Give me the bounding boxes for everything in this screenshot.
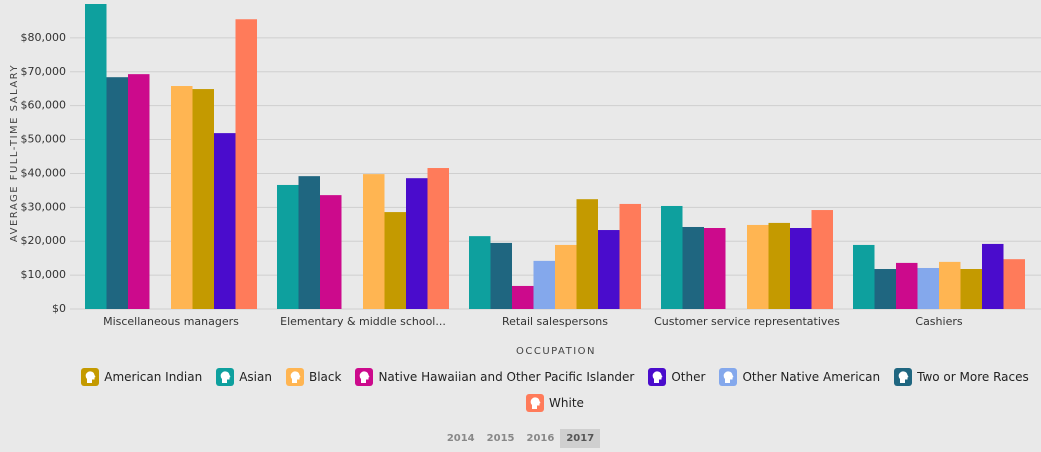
bar bbox=[896, 262, 918, 309]
bar bbox=[917, 267, 939, 309]
legend-icon bbox=[648, 368, 667, 386]
legend-label: American Indian bbox=[104, 370, 203, 384]
bar bbox=[682, 226, 704, 309]
legend-head-icon bbox=[898, 371, 909, 383]
bar bbox=[661, 205, 683, 309]
legend-item[interactable]: Native Hawaiian and Other Pacific Island… bbox=[355, 366, 634, 388]
year-button[interactable]: 2014 bbox=[446, 433, 475, 444]
y-tick-label: $80,000 bbox=[21, 31, 67, 44]
bar bbox=[576, 199, 598, 309]
legend-label: Black bbox=[308, 370, 342, 384]
bar bbox=[320, 195, 342, 309]
legend-icon bbox=[81, 368, 100, 386]
bar bbox=[106, 77, 128, 309]
legend-head-icon bbox=[85, 371, 96, 383]
legend-head-icon bbox=[220, 371, 231, 383]
bar bbox=[790, 228, 812, 309]
year-button[interactable]: 2015 bbox=[486, 433, 515, 444]
x-axis-title: OCCUPATION bbox=[516, 346, 596, 357]
chart: AVERAGE FULL-TIME SALARY OCCUPATION $0 $1… bbox=[9, 4, 1041, 357]
bar bbox=[427, 168, 449, 309]
bar bbox=[128, 74, 150, 310]
legend-item[interactable]: White bbox=[526, 392, 584, 414]
legend-icon bbox=[355, 368, 374, 386]
bar bbox=[192, 89, 214, 309]
legend-icon bbox=[719, 368, 738, 386]
x-tick-label: Elementary & middle school... bbox=[280, 315, 446, 328]
legend-label: Asian bbox=[239, 370, 272, 384]
legend-label: Other bbox=[671, 370, 706, 384]
bar bbox=[747, 224, 769, 309]
y-tick-label: $50,000 bbox=[21, 133, 67, 146]
x-tick-label: Miscellaneous managers bbox=[103, 315, 239, 328]
legend-item[interactable]: Two or More Races bbox=[894, 366, 1029, 388]
legend-icon bbox=[526, 394, 545, 412]
y-tick-label: $20,000 bbox=[21, 234, 67, 247]
legend-head-icon bbox=[653, 371, 663, 383]
legend-label: White bbox=[549, 396, 584, 410]
legend-item[interactable]: Other bbox=[648, 366, 705, 388]
y-tick-label: $40,000 bbox=[21, 166, 67, 179]
y-axis-title: AVERAGE FULL-TIME SALARY bbox=[9, 64, 20, 242]
legend: American Indian Asian Black Native Hawaiian… bbox=[80, 366, 1030, 414]
year-button[interactable]: 2017 bbox=[560, 429, 601, 448]
legend-icon bbox=[216, 368, 235, 386]
bar bbox=[512, 285, 534, 309]
legend-label: Other Native American bbox=[742, 370, 881, 384]
y-tick-label: $70,000 bbox=[21, 65, 67, 78]
x-tick-label: Customer service representatives bbox=[654, 315, 840, 328]
legend-item[interactable]: Other Native American bbox=[719, 366, 880, 388]
bar bbox=[214, 133, 236, 309]
legend-head-icon bbox=[290, 371, 301, 383]
bar bbox=[363, 174, 385, 309]
bar bbox=[490, 242, 512, 309]
bar bbox=[277, 184, 299, 309]
bar bbox=[768, 222, 790, 309]
bar bbox=[982, 243, 1004, 309]
legend-label: Native Hawaiian and Other Pacific Island… bbox=[378, 370, 635, 384]
bar bbox=[469, 236, 491, 309]
bar bbox=[939, 261, 961, 309]
year-selector: 2014 2015 2016 2017 bbox=[0, 429, 1041, 448]
y-tick-label: $60,000 bbox=[21, 99, 67, 112]
legend-icon bbox=[285, 368, 304, 386]
y-tick-label: $0 bbox=[52, 302, 66, 315]
bar bbox=[85, 4, 107, 309]
bar bbox=[533, 260, 555, 309]
legend-item[interactable]: Asian bbox=[216, 366, 272, 388]
bar bbox=[619, 203, 641, 309]
legend-item[interactable]: Black bbox=[285, 366, 342, 388]
year-button[interactable]: 2016 bbox=[526, 433, 555, 444]
x-tick-label: Retail salespersons bbox=[502, 315, 608, 328]
legend-icon bbox=[894, 368, 913, 386]
bar bbox=[811, 210, 833, 309]
legend-item[interactable]: American Indian bbox=[81, 366, 202, 388]
bar bbox=[298, 176, 320, 309]
bar bbox=[384, 212, 406, 309]
legend-label: Two or More Races bbox=[917, 370, 1029, 384]
legend-head-icon bbox=[360, 371, 370, 383]
bar bbox=[874, 269, 896, 309]
bar bbox=[171, 86, 193, 309]
bar bbox=[406, 178, 428, 309]
bar bbox=[1003, 259, 1025, 309]
y-tick-label: $30,000 bbox=[21, 200, 67, 213]
bar bbox=[598, 230, 620, 309]
bar bbox=[704, 228, 726, 309]
x-tick-label: Cashiers bbox=[915, 315, 962, 328]
y-tick-label: $10,000 bbox=[21, 268, 67, 281]
bar bbox=[235, 19, 257, 309]
bar bbox=[555, 244, 577, 309]
bar bbox=[853, 244, 875, 309]
bar bbox=[960, 269, 982, 309]
legend-head-icon bbox=[530, 397, 541, 409]
legend-head-icon bbox=[724, 371, 734, 383]
